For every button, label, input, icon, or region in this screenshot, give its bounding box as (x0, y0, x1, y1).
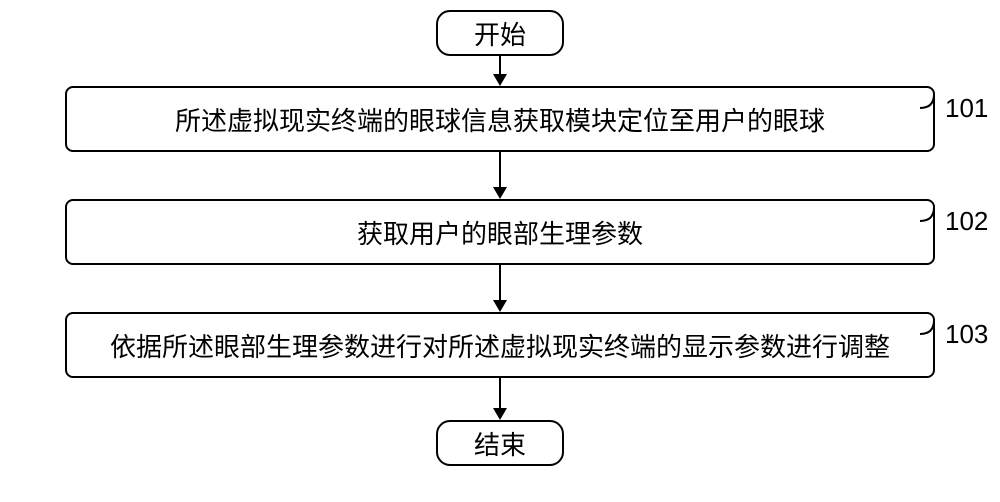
step2-process: 获取用户的眼部生理参数 (65, 199, 935, 265)
start-label: 开始 (474, 15, 526, 52)
step3-tag: 103 (945, 319, 988, 350)
arrow-start-step1 (493, 56, 507, 86)
arrow-step2-step3 (493, 265, 507, 312)
step3-process: 依据所述眼部生理参数进行对所述虚拟现实终端的显示参数进行调整 (65, 312, 935, 378)
step2-tag: 102 (945, 206, 988, 237)
end-terminator: 结束 (436, 420, 564, 466)
step2-text: 获取用户的眼部生理参数 (357, 214, 643, 251)
step1-text: 所述虚拟现实终端的眼球信息获取模块定位至用户的眼球 (175, 101, 825, 138)
start-terminator: 开始 (436, 10, 564, 56)
step1-tag: 101 (945, 93, 988, 124)
step1-process: 所述虚拟现实终端的眼球信息获取模块定位至用户的眼球 (65, 86, 935, 152)
arrow-step1-step2 (493, 152, 507, 199)
step3-text: 依据所述眼部生理参数进行对所述虚拟现实终端的显示参数进行调整 (110, 327, 890, 364)
flowchart-container: 开始 所述虚拟现实终端的眼球信息获取模块定位至用户的眼球 获取用户的眼部生理参数… (50, 10, 950, 466)
arrow-step3-end (493, 378, 507, 420)
end-label: 结束 (474, 425, 526, 462)
